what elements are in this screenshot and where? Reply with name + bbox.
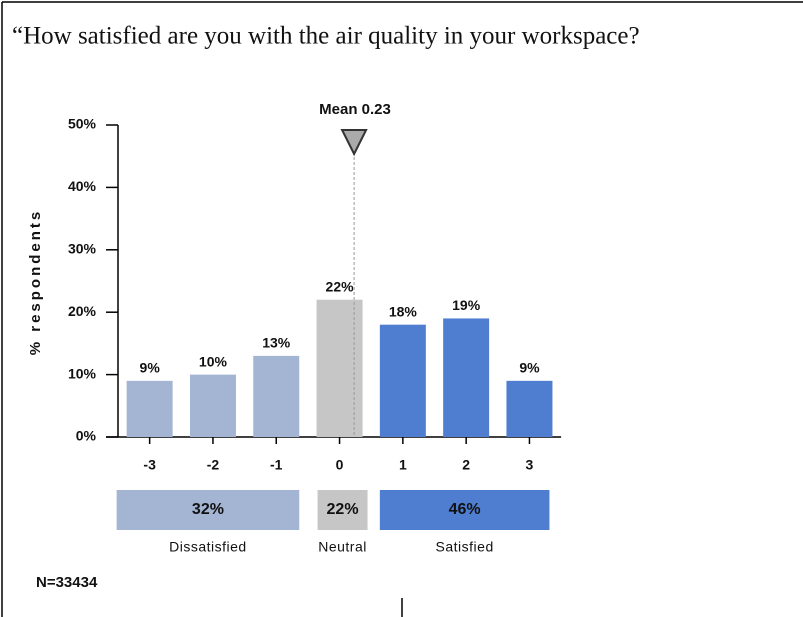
mean-marker [340, 129, 368, 157]
x-tick-label: 3 [526, 457, 534, 473]
group-name: Dissatisfied [169, 539, 247, 555]
y-tick-label: 0% [76, 428, 97, 444]
y-tick-label: 10% [68, 365, 97, 381]
value-label: 10% [199, 353, 228, 369]
bar [253, 355, 300, 437]
bar [506, 380, 553, 437]
y-tick-label: 20% [68, 303, 97, 319]
value-label: 9% [519, 360, 540, 376]
y-tick-label: 30% [68, 241, 97, 257]
x-tick-label: -3 [143, 457, 156, 473]
value-label: 18% [389, 303, 418, 319]
group-value: 32% [192, 501, 224, 518]
bar [379, 324, 426, 437]
x-tick-label: 0 [336, 457, 344, 473]
group-name: Satisfied [436, 539, 494, 555]
x-tick-label: -2 [207, 457, 220, 473]
mean-label: Mean 0.23 [319, 101, 391, 118]
value-label: 22% [326, 278, 355, 294]
group-band [379, 490, 550, 530]
group-band [317, 490, 368, 530]
y-axis-label: % respondents [27, 209, 44, 356]
bar [189, 374, 236, 437]
group-value: 46% [449, 501, 481, 518]
y-tick-label: 40% [68, 178, 97, 194]
x-tick-label: 2 [462, 457, 470, 473]
y-tick-label: 50% [68, 116, 97, 132]
x-tick-label: -1 [270, 457, 283, 473]
value-label: 13% [262, 335, 291, 351]
value-label: 9% [140, 360, 161, 376]
bar [443, 318, 490, 437]
x-tick-label: 1 [399, 457, 407, 473]
bar [316, 299, 363, 437]
bar [126, 380, 173, 437]
group-name: Neutral [318, 539, 367, 555]
group-value: 22% [327, 501, 359, 518]
group-band [116, 490, 300, 530]
value-label: 19% [452, 297, 481, 313]
n-label: N=33434 [36, 574, 98, 591]
question: “How satisfied are you with the air qual… [12, 23, 640, 50]
